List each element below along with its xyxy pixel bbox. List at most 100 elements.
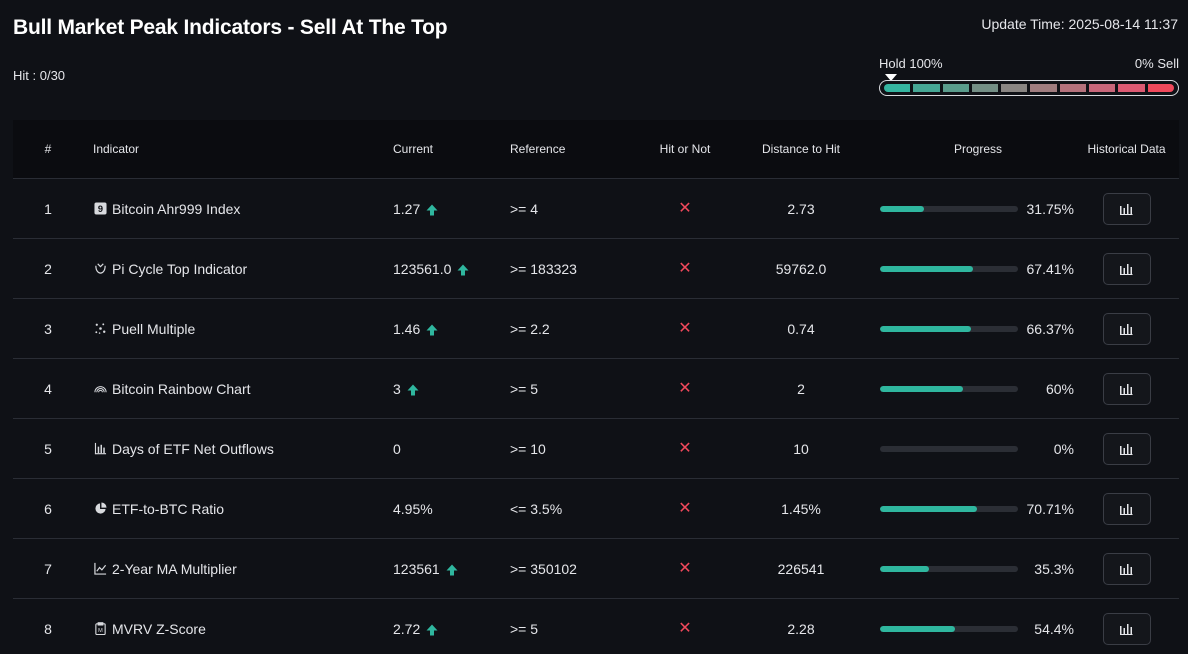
hit-cell: ✕ (630, 560, 740, 577)
progress-fill (880, 625, 955, 632)
update-time: Update Time: 2025-08-14 11:37 (981, 16, 1178, 32)
meter-segment (1001, 84, 1028, 92)
reference-value: >= 183323 (510, 260, 577, 277)
progress-bar (880, 325, 1018, 332)
bar-chart-icon (1120, 263, 1133, 275)
distance-value: 2 (797, 380, 805, 397)
row-number: 8 (44, 620, 52, 637)
meter-segment (1118, 84, 1145, 92)
row-number: 5 (44, 440, 52, 457)
progress-percent: 66.37% (1026, 320, 1074, 337)
col-header-distance: Distance to Hit (761, 142, 841, 156)
progress-bar (880, 205, 1018, 212)
arrow-up-icon (426, 323, 438, 335)
table-body: 1 9 Bitcoin Ahr999 Index 1.27 >= 4 ✕ 2.73 31.75… (13, 179, 1179, 654)
meter-segment (913, 84, 940, 92)
progress-percent: 35.3% (1034, 560, 1074, 577)
col-header-indicator: Indicator (93, 142, 140, 156)
hit-cell: ✕ (630, 380, 740, 397)
arrow-up-icon (446, 563, 458, 575)
not-hit-icon: ✕ (678, 560, 692, 577)
indicator-cell: Puell Multiple (93, 321, 393, 337)
bar-chart-icon (1120, 563, 1133, 575)
table-row: 6 ETF-to-BTC Ratio 4.95% <= 3.5% ✕ 1.45% 70.71… (13, 479, 1179, 539)
indicator-cell: ETF-to-BTC Ratio (93, 501, 393, 517)
not-hit-icon: ✕ (678, 260, 692, 277)
hold-sell-meter: Hold 100% 0% Sell (879, 56, 1179, 96)
not-hit-icon: ✕ (678, 320, 692, 337)
indicator-cell: M MVRV Z-Score (93, 621, 393, 637)
historical-data-button[interactable] (1102, 552, 1151, 585)
meter-segment (1059, 84, 1087, 92)
current-cell: 1.27 (393, 201, 510, 217)
progress-bar (880, 505, 1018, 512)
bar-chart-icon (1120, 203, 1133, 215)
historical-data-button[interactable] (1102, 192, 1151, 225)
current-value: 2.72 (393, 620, 421, 637)
reference-value: >= 2.2 (510, 320, 550, 337)
current-cell: 1.46 (393, 321, 510, 337)
row-number: 6 (44, 500, 52, 517)
pi-cycle-icon (93, 262, 107, 276)
row-number: 4 (44, 380, 52, 397)
historical-data-button[interactable] (1102, 312, 1151, 345)
hit-cell: ✕ (630, 500, 740, 517)
current-value: 1.46 (393, 320, 421, 337)
progress-fill (880, 205, 924, 212)
distance-value: 0.74 (787, 320, 815, 337)
current-cell: 3 (393, 381, 510, 397)
historical-cell (1074, 612, 1179, 645)
historical-cell (1074, 552, 1179, 585)
progress-bar (880, 565, 1018, 572)
hit-cell: ✕ (630, 440, 740, 457)
progress-percent: 67.41% (1026, 260, 1074, 277)
current-cell: 2.72 (393, 621, 510, 637)
bar-chart-icon (1120, 503, 1133, 515)
table-row: 3 Puell Multiple 1.46 >= 2.2 ✕ 0.74 66.37% (13, 299, 1179, 359)
table-row: 7 2-Year MA Multiplier 123561 >= 350102 ✕ 226… (13, 539, 1179, 599)
progress-fill (880, 505, 978, 512)
distance-value: 59762.0 (775, 260, 827, 277)
meter-sell-label: 0% Sell (1134, 56, 1179, 71)
sparkle-icon (93, 322, 107, 336)
hit-cell: ✕ (630, 260, 740, 277)
hit-count: Hit : 0/30 (13, 68, 66, 83)
historical-data-button[interactable] (1102, 492, 1151, 525)
historical-data-button[interactable] (1102, 612, 1151, 645)
historical-data-button[interactable] (1102, 372, 1151, 405)
historical-cell (1074, 372, 1179, 405)
meter-hold-label: Hold 100% (879, 56, 943, 71)
arrow-up-icon (457, 263, 469, 275)
progress-cell: 66.37% (862, 321, 1074, 337)
distance-value: 2.73 (787, 200, 815, 217)
bar-chart-icon (93, 442, 107, 456)
pie-chart-icon (93, 502, 107, 516)
arrow-up-icon (426, 203, 438, 215)
reference-value: >= 10 (510, 440, 546, 457)
indicator-cell: Pi Cycle Top Indicator (93, 261, 393, 277)
not-hit-icon: ✕ (678, 500, 692, 517)
progress-cell: 67.41% (862, 261, 1074, 277)
table-row: 4 Bitcoin Rainbow Chart 3 >= 5 ✕ 2 60% (13, 359, 1179, 419)
historical-data-button[interactable] (1102, 432, 1151, 465)
current-value: 123561.0 (393, 260, 452, 277)
progress-fill (880, 265, 973, 272)
reference-value: >= 350102 (510, 560, 577, 577)
reference-value: <= 3.5% (510, 500, 563, 517)
row-number: 1 (44, 200, 52, 217)
historical-cell (1074, 192, 1179, 225)
progress-percent: 54.4% (1034, 620, 1074, 637)
historical-cell (1074, 252, 1179, 285)
indicator-cell: 2-Year MA Multiplier (93, 561, 393, 577)
historical-data-button[interactable] (1102, 252, 1151, 285)
indicator-cell: Bitcoin Rainbow Chart (93, 381, 393, 397)
indicator-name: Bitcoin Ahr999 Index (112, 200, 241, 217)
distance-value: 226541 (777, 560, 825, 577)
current-value: 1.27 (393, 200, 421, 217)
historical-cell (1074, 492, 1179, 525)
bar-chart-icon (1120, 623, 1133, 635)
hit-cell: ✕ (630, 200, 740, 217)
progress-bar (880, 385, 1018, 392)
svg-text:9: 9 (97, 204, 102, 214)
meter-segment (1089, 84, 1116, 92)
